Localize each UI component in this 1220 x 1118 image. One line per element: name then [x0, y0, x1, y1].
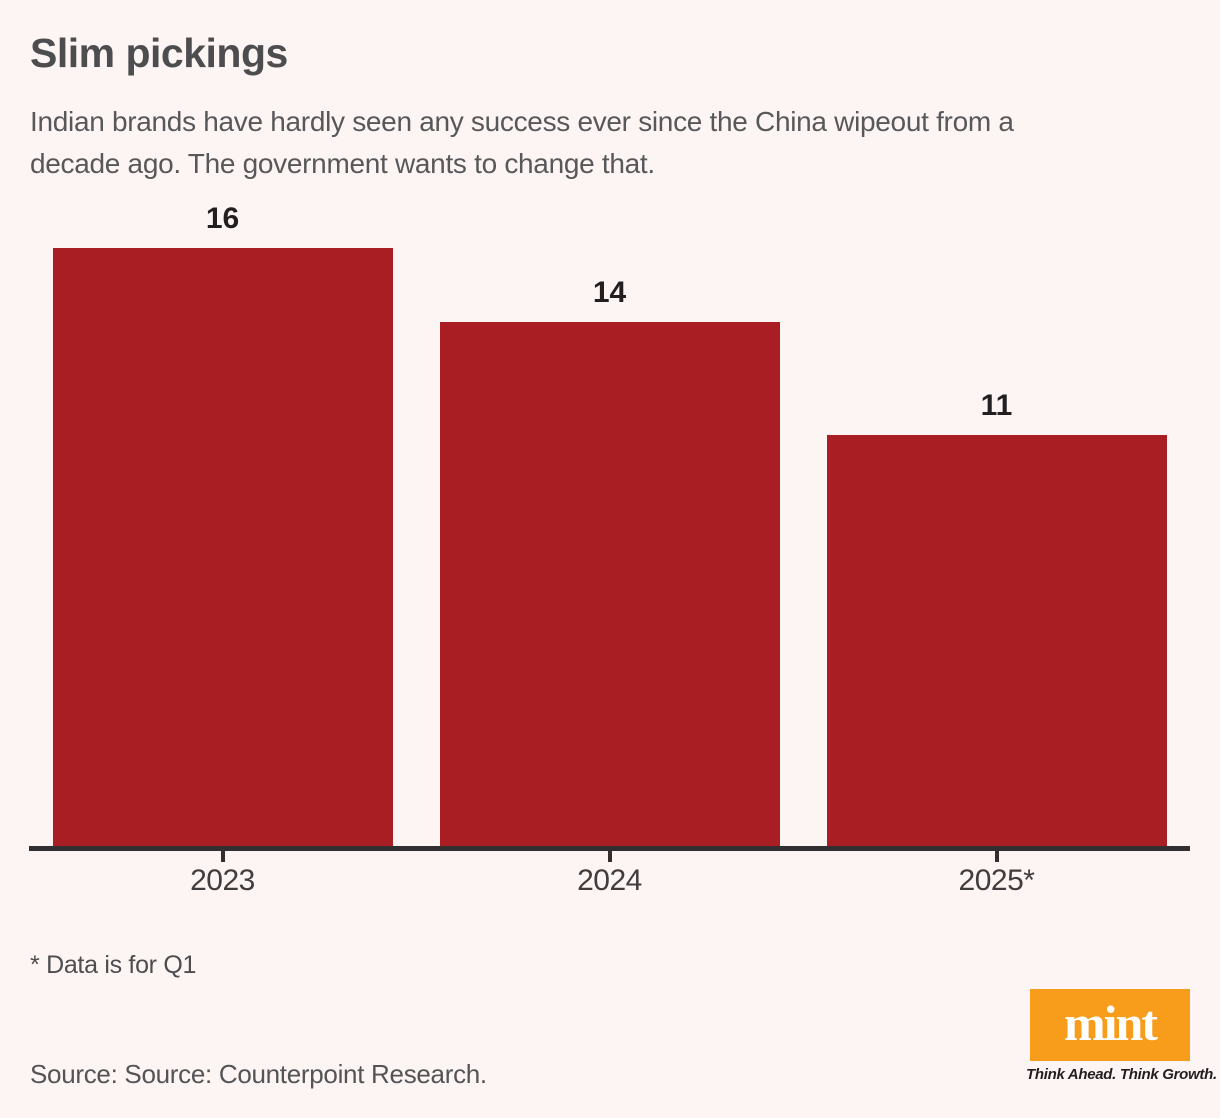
bar-value-label: 11	[980, 389, 1013, 422]
x-axis-tick-label: 2025*	[958, 864, 1035, 897]
bar-value-label: 16	[205, 202, 240, 235]
mint-logo-wordmark: mint	[1064, 995, 1158, 1051]
mint-logo: mint	[1030, 989, 1190, 1061]
source-attribution: Source: Source: Counterpoint Research.	[30, 1059, 487, 1089]
footnote: * Data is for Q1	[30, 951, 197, 979]
bar	[439, 322, 780, 846]
x-axis-tick	[607, 851, 612, 862]
x-axis-tick-label: 2024	[577, 864, 642, 897]
mint-logo-tagline: Think Ahead. Think Growth.	[1026, 1066, 1217, 1083]
bar	[826, 435, 1167, 846]
x-axis-line	[29, 846, 1190, 851]
x-axis-tick-label: 2023	[190, 864, 255, 897]
bar	[52, 248, 393, 846]
x-axis-tick	[994, 851, 999, 862]
bar-value-label: 14	[592, 276, 627, 309]
x-axis-tick	[220, 851, 225, 862]
chart-title: Slim pickings	[30, 30, 288, 76]
chart-subtitle: Indian brands have hardly seen any succe…	[30, 106, 1014, 179]
